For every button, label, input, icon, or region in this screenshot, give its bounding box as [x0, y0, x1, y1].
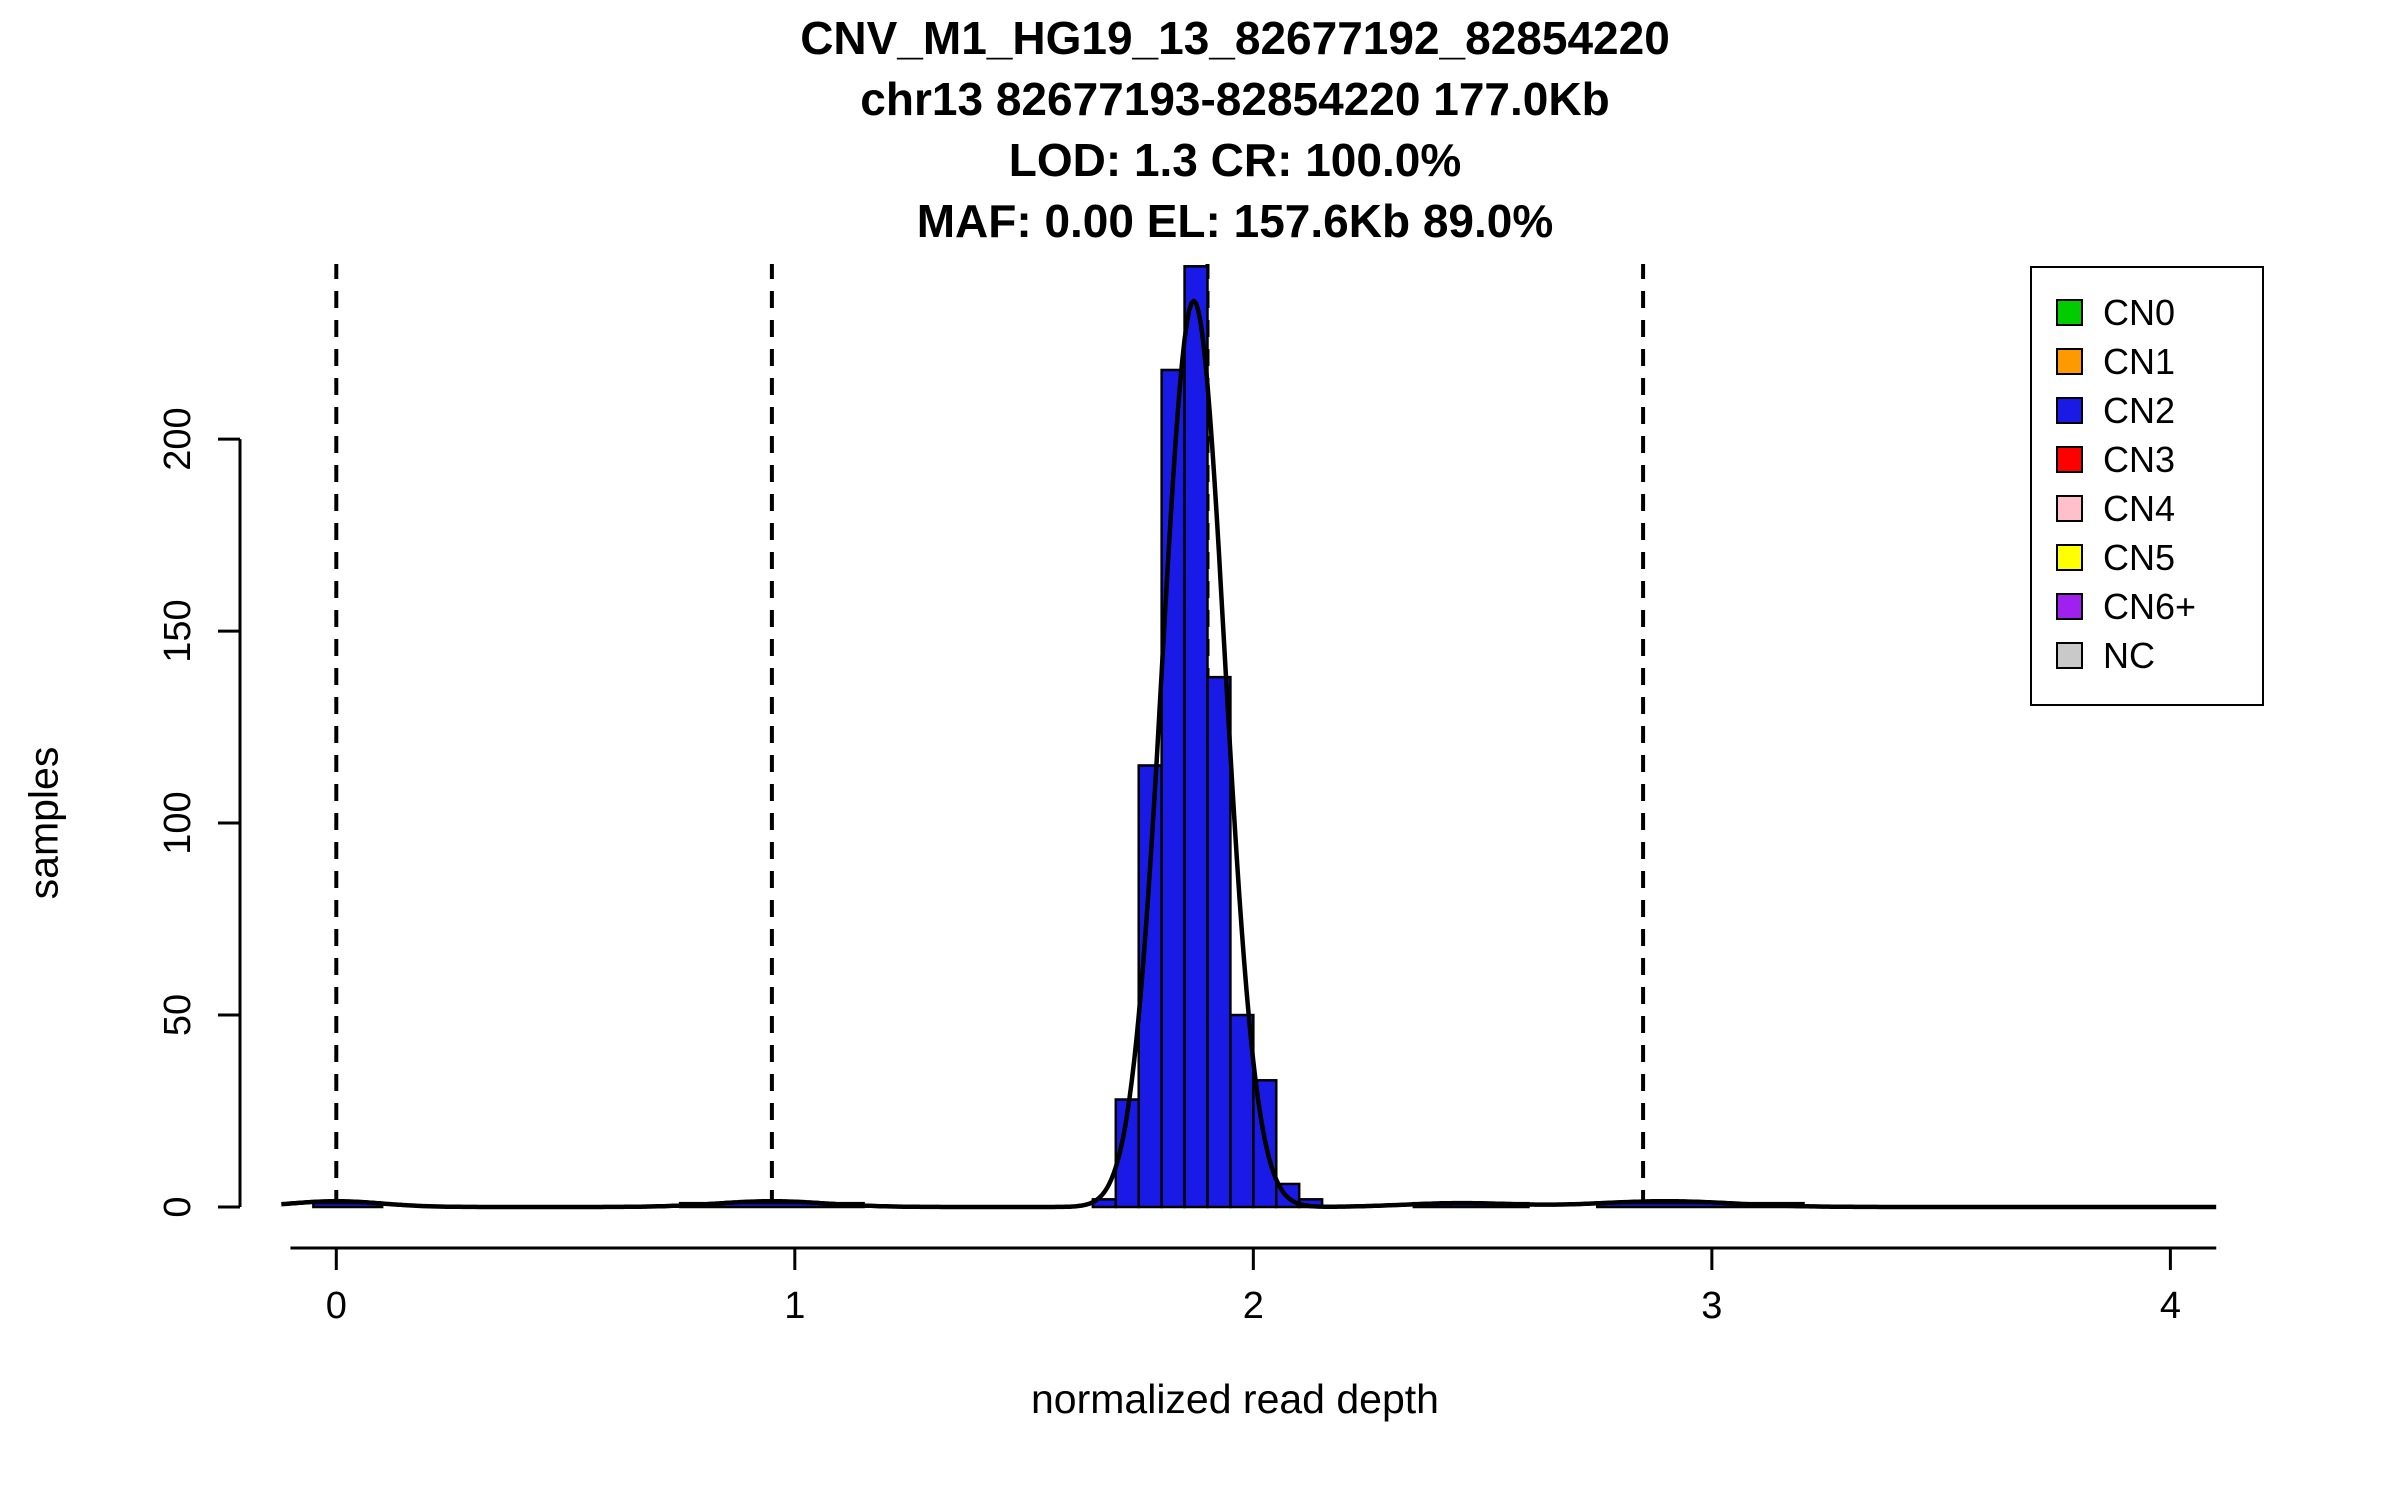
- legend-swatch-cn6plus: [2056, 593, 2083, 620]
- legend-item-nc: NC: [2056, 631, 2262, 680]
- y-axis-label: samples: [20, 746, 67, 900]
- legend-label-cn3: CN3: [2103, 438, 2176, 480]
- legend-label-cn0: CN0: [2103, 291, 2176, 333]
- legend-item-cn4: CN4: [2056, 484, 2262, 533]
- chart-title-line-2: chr13 82677193-82854220 177.0Kb: [860, 73, 1610, 125]
- y-tick-label: 100: [157, 791, 199, 854]
- legend-swatch-cn0: [2056, 299, 2083, 326]
- chart-title-line-3: LOD: 1.3 CR: 100.0%: [1008, 134, 1462, 186]
- x-tick-label: 1: [784, 1285, 805, 1327]
- legend-item-cn5: CN5: [2056, 533, 2262, 582]
- y-tick-label: 150: [157, 599, 199, 662]
- legend-item-cn3: CN3: [2056, 435, 2262, 484]
- legend-label-cn4: CN4: [2103, 487, 2176, 529]
- y-tick-label: 0: [157, 1196, 199, 1217]
- legend-swatch-cn3: [2056, 446, 2083, 473]
- legend-swatch-nc: [2056, 642, 2083, 669]
- legend-item-cn1: CN1: [2056, 337, 2262, 386]
- legend-label-cn1: CN1: [2103, 340, 2176, 382]
- x-tick-label: 0: [326, 1285, 347, 1327]
- legend-swatch-cn5: [2056, 544, 2083, 571]
- histogram-bar: [1183, 265, 1209, 1209]
- y-tick-label: 50: [157, 994, 199, 1036]
- legend-label-cn6plus: CN6+: [2103, 585, 2197, 627]
- x-tick-label: 3: [1701, 1285, 1722, 1327]
- density-curve: [281, 298, 2217, 1210]
- legend-swatch-cn2: [2056, 397, 2083, 424]
- x-tick-label: 4: [2160, 1285, 2181, 1327]
- legend: CN0 CN1 CN2 CN3 CN4 CN5 CN6+ NC: [2030, 266, 2264, 706]
- legend-item-cn2: CN2: [2056, 386, 2262, 435]
- legend-swatch-cn1: [2056, 348, 2083, 375]
- legend-label-cn2: CN2: [2103, 389, 2176, 431]
- chart-title-line-4: MAF: 0.00 EL: 157.6Kb 89.0%: [916, 195, 1554, 247]
- legend-label-nc: NC: [2103, 634, 2155, 676]
- chart-title-line-1: CNV_M1_HG19_13_82677192_82854220: [800, 12, 1670, 64]
- chart-title: CNV_M1_HG19_13_82677192_82854220 chr13 8…: [240, 8, 2230, 252]
- histogram-bar: [1206, 675, 1232, 1209]
- legend-item-cn6plus: CN6+: [2056, 582, 2262, 631]
- legend-item-cn0: CN0: [2056, 288, 2262, 337]
- y-tick-label: 200: [157, 407, 199, 470]
- legend-swatch-cn4: [2056, 495, 2083, 522]
- legend-label-cn5: CN5: [2103, 536, 2176, 578]
- x-tick-label: 2: [1243, 1285, 1264, 1327]
- x-axis-label: normalized read depth: [1031, 1376, 1439, 1422]
